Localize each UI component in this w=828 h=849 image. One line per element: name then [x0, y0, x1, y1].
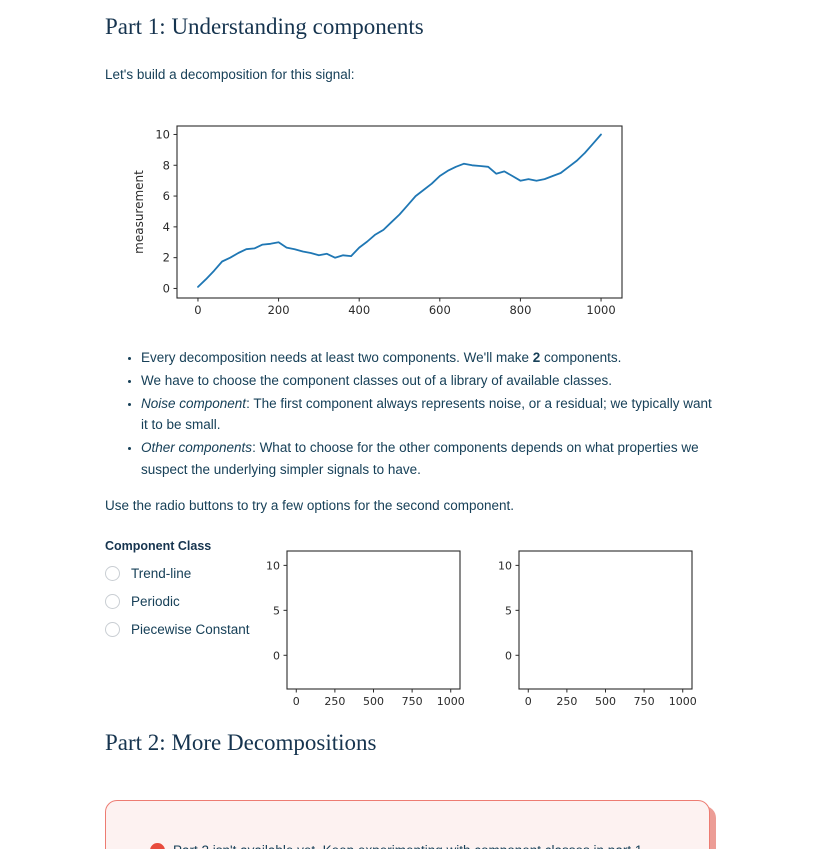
part1-heading: Part 1: Understanding components [105, 14, 424, 39]
bullet-italic-text: Noise component [141, 395, 247, 411]
bullet-item: Noise component: The first component alw… [141, 393, 717, 436]
bullet-item: Every decomposition needs at least two c… [141, 347, 717, 369]
svg-text:250: 250 [324, 695, 345, 708]
svg-text:800: 800 [509, 303, 531, 317]
bullet-italic-text: Other components [141, 439, 253, 455]
radio-option-periodic[interactable]: Periodic [105, 593, 258, 609]
svg-text:400: 400 [348, 303, 370, 317]
svg-text:500: 500 [363, 695, 384, 708]
component-class-group: Component Class Trend-line Periodic Piec… [105, 539, 258, 637]
bullet-text: : The first component always represents … [141, 395, 712, 433]
bullet-bold-text: 2 [532, 350, 541, 366]
svg-text:10: 10 [498, 559, 512, 572]
svg-text:0: 0 [505, 649, 512, 662]
svg-text:2: 2 [163, 251, 170, 265]
svg-text:500: 500 [595, 695, 616, 708]
radio-option-piecewise-constant[interactable]: Piecewise Constant [105, 621, 258, 637]
svg-text:5: 5 [505, 604, 512, 617]
component-plot-1: 0 250 500 750 1000 0 5 10 [266, 550, 465, 708]
intro-text: Let's build a decomposition for this sig… [105, 66, 355, 82]
svg-text:10: 10 [155, 128, 170, 142]
svg-text:5: 5 [273, 604, 280, 617]
svg-text:250: 250 [556, 695, 577, 708]
unavailable-status-icon [150, 843, 165, 849]
radio-option-trend-line[interactable]: Trend-line [105, 565, 258, 581]
component-selector-section: Component Class Trend-line Periodic Piec… [105, 539, 717, 713]
bullet-text: components. [540, 350, 622, 366]
svg-text:1000: 1000 [437, 695, 465, 708]
svg-text:measurement: measurement [132, 170, 146, 254]
svg-text:0: 0 [293, 695, 300, 708]
callout-row: Part 2 isn't available yet. Keep experim… [150, 843, 665, 849]
svg-text:0: 0 [194, 303, 201, 317]
radio-option-label[interactable]: Trend-line [131, 565, 192, 581]
svg-text:600: 600 [429, 303, 451, 317]
radio-circle-icon[interactable] [105, 565, 120, 581]
radio-instructions: Use the radio buttons to try a few optio… [105, 498, 514, 514]
bullet-text: : What to choose for the other component… [141, 439, 699, 477]
svg-text:8: 8 [163, 158, 170, 172]
notebook-content: Part 1: Understanding components Let's b… [105, 0, 717, 849]
svg-text:0: 0 [525, 695, 532, 708]
bullet-item: Other components: What to choose for the… [141, 437, 717, 480]
radio-circle-icon[interactable] [105, 593, 120, 609]
svg-text:1000: 1000 [669, 695, 697, 708]
radio-option-label[interactable]: Periodic [131, 593, 180, 609]
bullet-text: We have to choose the component classes … [141, 372, 613, 388]
bullet-item: We have to choose the component classes … [141, 370, 717, 392]
svg-text:1000: 1000 [586, 303, 615, 317]
callout-text: Part 2 isn't available yet. Keep experim… [173, 843, 642, 849]
component-plot-2: 0 250 500 750 1000 0 5 10 [498, 550, 697, 708]
svg-text:4: 4 [163, 220, 170, 234]
svg-text:0: 0 [273, 649, 280, 662]
radio-option-label[interactable]: Piecewise Constant [131, 621, 250, 637]
signal-plot: 0 200 400 600 800 1000 0 2 4 6 8 10 measurement [132, 125, 623, 317]
svg-text:10: 10 [266, 559, 280, 572]
svg-text:6: 6 [163, 189, 170, 203]
signal-figure: 0 200 400 600 800 1000 0 2 4 6 8 10 measurement [130, 114, 717, 326]
svg-text:200: 200 [268, 303, 290, 317]
svg-text:0: 0 [163, 282, 170, 296]
bullet-text: Every decomposition needs at least two c… [141, 350, 533, 366]
svg-text:750: 750 [634, 695, 655, 708]
component-class-label: Component Class [105, 538, 212, 553]
radio-circle-icon[interactable] [105, 621, 120, 637]
callout-panel: Part 2 isn't available yet. Keep experim… [105, 800, 710, 849]
part2-heading: Part 2: More Decompositions [105, 729, 377, 755]
bullet-list: Every decomposition needs at least two c… [105, 347, 717, 480]
svg-text:750: 750 [402, 695, 423, 708]
component-charts: 0 250 500 750 1000 0 5 10 0 250 500 750 1000 0 5 10 [258, 547, 720, 713]
